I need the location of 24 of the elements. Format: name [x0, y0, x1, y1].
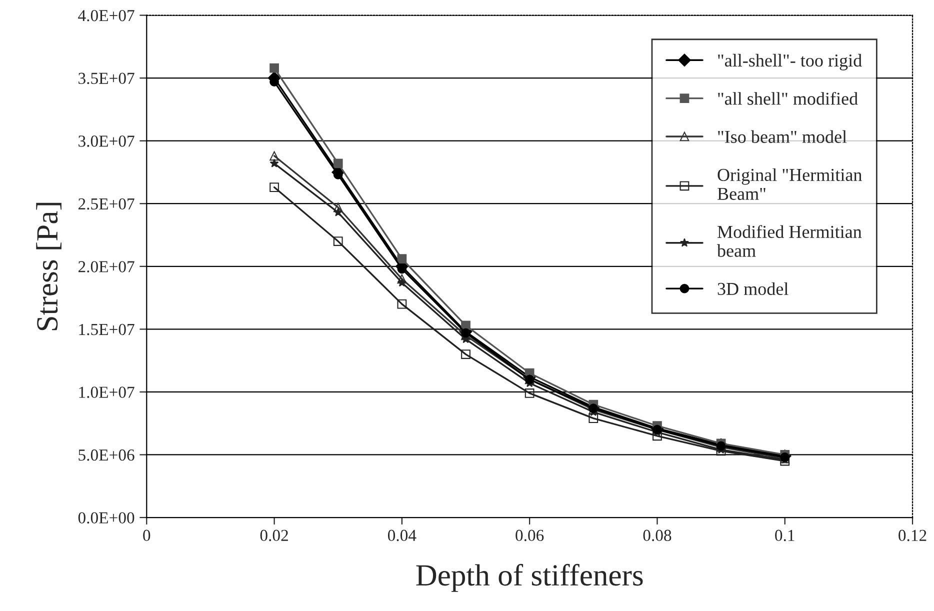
x-tick-label: 0.06 — [516, 530, 544, 542]
x-tick-label: 0 — [143, 530, 150, 542]
x-tick-label: 0.02 — [260, 530, 288, 542]
x-tick-label: 0.1 — [775, 530, 794, 542]
legend-label: Original "Hermitian Beam" — [718, 168, 862, 200]
y-axis-title: Stress [Pa] — [36, 202, 62, 330]
y-tick-label: 1.5E+07 — [79, 324, 134, 336]
x-tick-label: 0.12 — [898, 530, 926, 542]
y-tick-label: 2.5E+07 — [78, 198, 134, 210]
y-tick-label: 3.5E+07 — [78, 72, 134, 84]
x-tick-label: 0.08 — [643, 530, 672, 542]
y-tick-label: 2.0E+07 — [78, 261, 134, 272]
legend-label: "Iso beam" model — [718, 130, 847, 143]
legend-label: "all shell" modified — [718, 92, 858, 105]
x-tick-label: 0.04 — [388, 530, 416, 542]
y-tick-label: 1.0E+07 — [79, 386, 134, 398]
y-tick-label: 3.0E+07 — [78, 136, 134, 147]
x-axis-title: Depth of stiffeners — [416, 564, 643, 592]
y-tick-label: 5.0E+06 — [78, 449, 134, 461]
y-tick-label: 4.0E+07 — [78, 10, 134, 22]
legend-label: Modified Hermitian beam — [716, 225, 862, 257]
legend-label: 3D model — [718, 282, 788, 296]
y-tick-label: 0.0E+00 — [78, 512, 134, 524]
legend-label: "all-shell"- too rigid — [718, 54, 862, 70]
